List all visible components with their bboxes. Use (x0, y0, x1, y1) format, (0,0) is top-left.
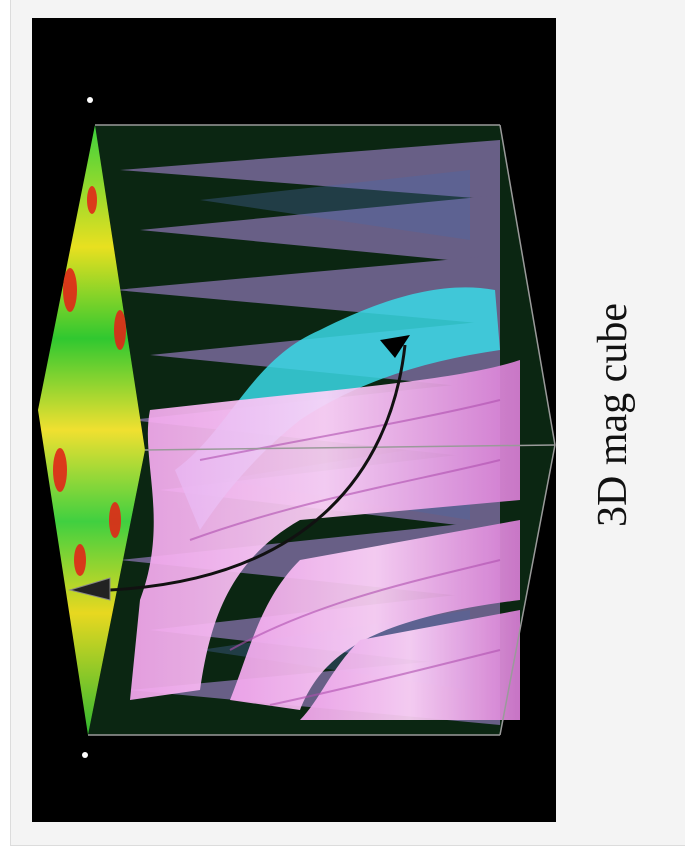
page: 3D mag cube (() => { const data = JSON.p… (0, 0, 685, 857)
figure-caption: 3D mag cube (589, 303, 637, 527)
figure-image (32, 18, 556, 822)
